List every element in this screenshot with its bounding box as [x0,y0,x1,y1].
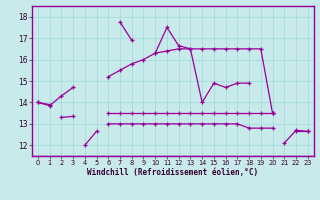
X-axis label: Windchill (Refroidissement éolien,°C): Windchill (Refroidissement éolien,°C) [87,168,258,177]
